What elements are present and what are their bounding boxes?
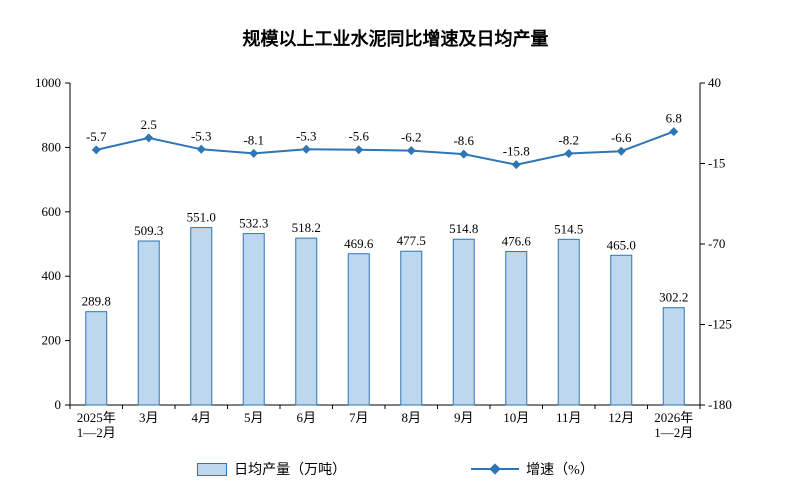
right-axis-tick-label: -125 — [708, 317, 732, 332]
line-swatch-diamond — [489, 463, 501, 475]
x-category-label: 2025年 — [77, 410, 116, 425]
growth-line-marker — [91, 145, 101, 155]
line-value-label: -6.6 — [611, 130, 632, 145]
bar-value-label: 509.3 — [134, 223, 163, 238]
x-category-label: 11月 — [556, 410, 582, 425]
production-bar — [190, 227, 213, 406]
right-axis-tick-label: -15 — [708, 156, 725, 171]
line-value-label: 2.5 — [141, 117, 157, 132]
x-category-label: 1—2月 — [654, 425, 693, 440]
left-axis-tick-label: 1000 — [35, 75, 61, 90]
x-category-label: 9月 — [454, 410, 474, 425]
legend-item-production: 日均产量（万吨） — [197, 459, 346, 479]
bar-value-label: 477.5 — [397, 233, 426, 248]
bar-value-label: 518.2 — [292, 220, 321, 235]
right-axis-tick-label: -180 — [708, 397, 732, 412]
x-category-label: 12月 — [608, 410, 634, 425]
line-value-label: -5.7 — [86, 129, 107, 144]
growth-line-marker — [406, 146, 416, 156]
bar-value-label: 551.0 — [187, 210, 216, 225]
growth-line-marker — [511, 160, 521, 170]
production-bar — [400, 250, 423, 406]
right-axis-tick-label: 40 — [708, 75, 721, 90]
line-value-label: -6.2 — [401, 130, 422, 145]
x-category-label: 1—2月 — [77, 425, 116, 440]
bar-value-label: 289.8 — [82, 294, 111, 309]
growth-line-marker — [669, 127, 679, 137]
legend-item-growth: 增速（%） — [471, 459, 594, 479]
left-axis-tick-label: 800 — [42, 139, 62, 154]
x-category-label: 5月 — [244, 410, 264, 425]
line-value-label: -5.3 — [191, 128, 212, 143]
line-value-label: -8.1 — [243, 132, 264, 147]
growth-line-marker — [616, 146, 626, 156]
line-value-label: -8.2 — [558, 133, 579, 148]
bar-swatch — [197, 462, 228, 476]
line-value-label: -15.8 — [503, 144, 530, 159]
growth-line-marker — [564, 149, 574, 159]
growth-line-marker — [301, 144, 311, 154]
legend-production-label: 日均产量（万吨） — [234, 463, 347, 478]
chart-title: 规模以上工业水泥同比增速及日均产量 — [242, 29, 549, 49]
chart-legend: 日均产量（万吨） 增速（%） — [0, 459, 791, 479]
bar-value-label: 514.5 — [554, 221, 583, 236]
production-bar — [242, 233, 265, 406]
x-category-label: 4月 — [191, 410, 211, 425]
line-value-label: 6.8 — [666, 111, 682, 126]
production-bar — [662, 307, 685, 406]
x-category-label: 3月 — [139, 410, 159, 425]
growth-line — [96, 130, 675, 166]
line-value-label: -5.6 — [348, 129, 369, 144]
legend-growth-label: 增速（%） — [526, 463, 594, 478]
x-category-label: 6月 — [296, 410, 316, 425]
bar-value-label: 469.6 — [344, 236, 374, 251]
left-axis-tick-label: 600 — [42, 204, 62, 219]
growth-line-marker — [354, 145, 364, 155]
x-category-label: 8月 — [401, 410, 421, 425]
right-axis-tick-label: -70 — [708, 236, 725, 251]
bar-value-label: 302.2 — [659, 290, 688, 305]
x-category-label: 10月 — [503, 410, 529, 425]
bar-value-label: 532.3 — [239, 216, 268, 231]
production-bar — [505, 251, 528, 406]
line-value-label: -5.3 — [296, 128, 317, 143]
x-category-label: 7月 — [349, 410, 369, 425]
growth-line-marker — [249, 148, 259, 158]
x-category-label: 2026年 — [654, 410, 693, 425]
production-bar — [295, 237, 318, 406]
production-bar — [137, 240, 160, 406]
production-bar — [85, 311, 108, 406]
left-axis-tick-label: 200 — [42, 333, 62, 348]
bar-value-label: 514.8 — [449, 221, 478, 236]
production-bar — [557, 238, 580, 406]
left-axis-tick-label: 400 — [42, 268, 62, 283]
growth-line-marker — [459, 149, 469, 159]
bar-value-label: 476.6 — [502, 234, 532, 249]
line-value-label: -8.6 — [453, 133, 474, 148]
growth-line-marker — [144, 133, 154, 143]
production-bar — [347, 253, 370, 406]
bar-value-label: 465.0 — [607, 237, 636, 252]
production-bar — [610, 254, 633, 406]
line-swatch — [471, 463, 520, 475]
left-axis-tick-label: 0 — [55, 397, 62, 412]
growth-line-marker — [196, 144, 206, 154]
production-bar — [452, 238, 475, 406]
